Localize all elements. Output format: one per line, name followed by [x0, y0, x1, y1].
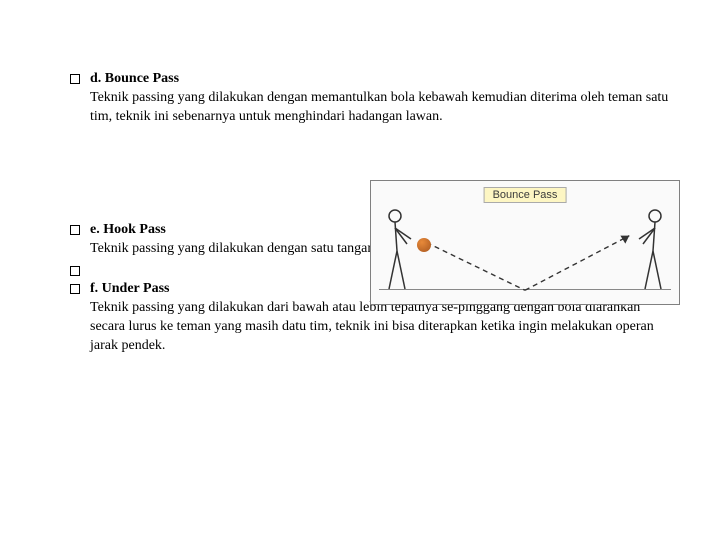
item-title: d. Bounce Pass	[90, 71, 179, 86]
square-bullet-icon	[70, 266, 80, 276]
item-body: Teknik passing yang dilakukan dari bawah…	[90, 300, 654, 353]
item-text: d. Bounce Pass Teknik passing yang dilak…	[90, 70, 670, 127]
list-item: d. Bounce Pass Teknik passing yang dilak…	[70, 70, 670, 127]
square-bullet-icon	[70, 284, 80, 294]
item-title: f. Under Pass	[90, 281, 169, 296]
item-title: e. Hook Pass	[90, 222, 166, 237]
square-bullet-icon	[70, 74, 80, 84]
basketball-icon	[417, 238, 431, 252]
square-bullet-icon	[70, 225, 80, 235]
player-right-icon	[631, 206, 669, 291]
player-left-icon	[381, 206, 419, 291]
bounce-pass-figure: Bounce Pass	[370, 180, 680, 305]
item-body: Teknik passing yang dilakukan dengan mem…	[90, 90, 668, 124]
